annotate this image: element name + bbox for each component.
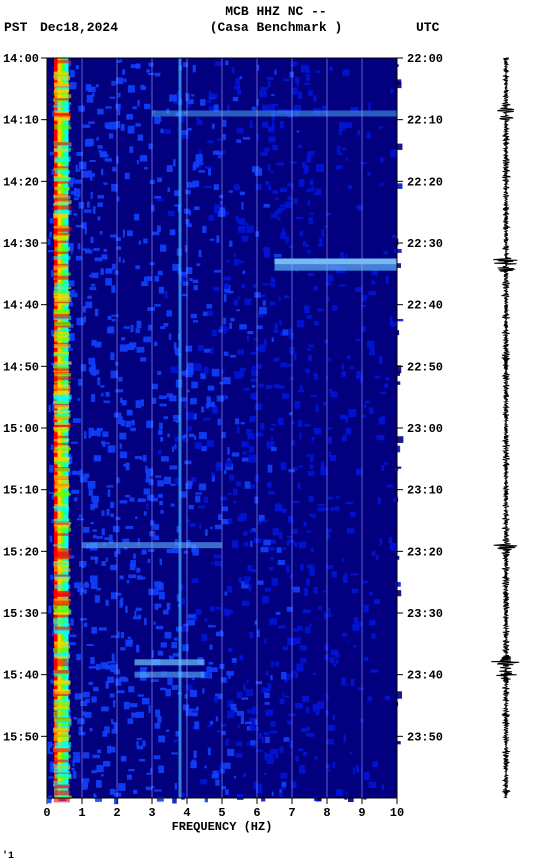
svg-text:23:30: 23:30 <box>407 607 443 621</box>
footer-mark: '1 <box>2 851 14 862</box>
svg-text:14:20: 14:20 <box>3 175 39 189</box>
svg-text:22:00: 22:00 <box>407 52 443 66</box>
svg-text:22:30: 22:30 <box>407 237 443 251</box>
svg-text:14:40: 14:40 <box>3 299 39 313</box>
svg-text:14:00: 14:00 <box>3 52 39 66</box>
seismic-spectrogram-page: MCB HHZ NC -- PST Dec18,2024 (Casa Bench… <box>0 0 552 864</box>
svg-text:22:50: 22:50 <box>407 360 443 374</box>
svg-text:7: 7 <box>288 806 295 820</box>
svg-text:6: 6 <box>253 806 260 820</box>
svg-text:9: 9 <box>358 806 365 820</box>
svg-text:2: 2 <box>113 806 120 820</box>
svg-text:15:00: 15:00 <box>3 422 39 436</box>
svg-text:23:00: 23:00 <box>407 422 443 436</box>
svg-text:14:10: 14:10 <box>3 114 39 128</box>
svg-text:3: 3 <box>148 806 155 820</box>
svg-text:23:10: 23:10 <box>407 484 443 498</box>
svg-text:4: 4 <box>183 806 190 820</box>
svg-text:10: 10 <box>390 806 404 820</box>
svg-text:15:30: 15:30 <box>3 607 39 621</box>
svg-text:5: 5 <box>218 806 225 820</box>
svg-text:22:40: 22:40 <box>407 299 443 313</box>
svg-text:15:40: 15:40 <box>3 669 39 683</box>
svg-text:23:20: 23:20 <box>407 545 443 559</box>
svg-text:0: 0 <box>43 806 50 820</box>
svg-text:FREQUENCY (HZ): FREQUENCY (HZ) <box>172 820 273 834</box>
svg-text:14:50: 14:50 <box>3 360 39 374</box>
svg-text:14:30: 14:30 <box>3 237 39 251</box>
svg-text:15:50: 15:50 <box>3 730 39 744</box>
svg-text:22:10: 22:10 <box>407 114 443 128</box>
svg-text:23:40: 23:40 <box>407 669 443 683</box>
svg-text:1: 1 <box>78 806 85 820</box>
svg-text:8: 8 <box>323 806 330 820</box>
svg-text:15:10: 15:10 <box>3 484 39 498</box>
svg-text:23:50: 23:50 <box>407 730 443 744</box>
svg-text:22:20: 22:20 <box>407 175 443 189</box>
plot-svg: 0 1 2 3 4 5 6 7 8 9 10 FREQUENCY (HZ) 14:00 14:10 14:2… <box>0 0 552 864</box>
svg-text:15:20: 15:20 <box>3 545 39 559</box>
